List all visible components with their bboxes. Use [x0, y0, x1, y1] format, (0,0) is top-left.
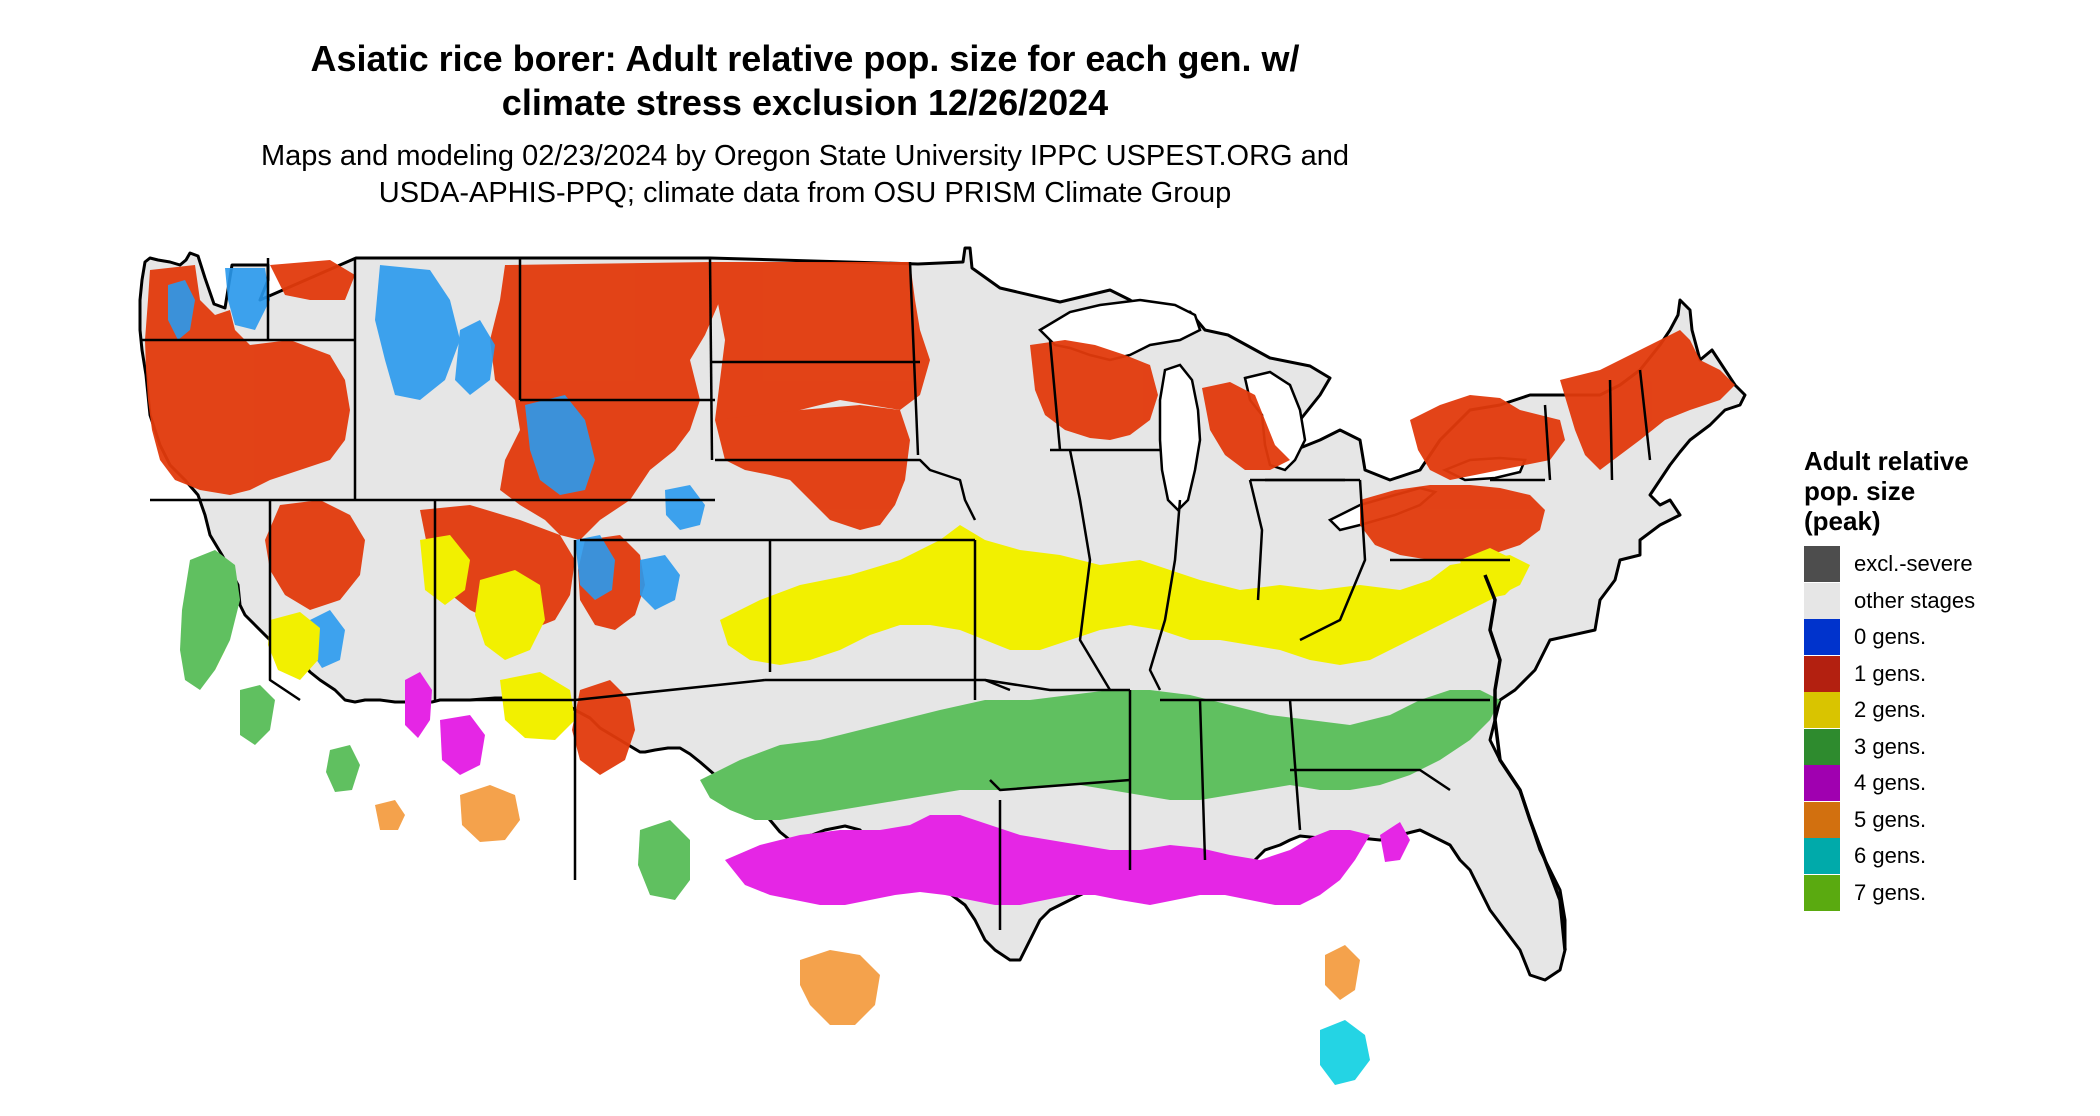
legend-item: 1 gens. — [1804, 655, 2064, 693]
legend-swatch — [1804, 692, 1840, 729]
legend-swatch — [1804, 765, 1840, 802]
map-subtitle-line-2: USDA-APHIS-PPQ; climate data from OSU PR… — [378, 177, 1232, 209]
region-5-gen — [375, 785, 1360, 1025]
region-6-gen — [1320, 1020, 1370, 1085]
legend-item: 5 gens. — [1804, 801, 2064, 839]
legend-title-line-3: (peak) — [1804, 506, 1881, 536]
legend-swatch — [1804, 838, 1840, 875]
region-4-gen — [405, 672, 1410, 905]
legend-items: excl.-severe other stages 0 gens. 1 gens. 2 … — [1804, 546, 2064, 911]
legend-label: 0 gens. — [1854, 624, 1927, 650]
legend-label: 7 gens. — [1854, 879, 1927, 905]
legend-label: 1 gens. — [1854, 660, 1927, 686]
great-lake-michigan — [1158, 363, 1202, 512]
legend-item: excl.-severe — [1804, 546, 2064, 583]
region-3-gen — [180, 550, 1500, 900]
legend-label: 2 gens. — [1854, 697, 1927, 723]
legend-swatch — [1804, 801, 1840, 838]
state-borders — [140, 257, 1652, 930]
legend-item: 6 gens. — [1804, 838, 2064, 875]
legend-swatch — [1804, 874, 1840, 911]
legend-swatch — [1804, 619, 1840, 656]
coastline — [1483, 574, 1567, 951]
legend-title: Adult relative pop. size (peak) — [1804, 446, 2024, 536]
legend-item: 7 gens. — [1804, 874, 2064, 912]
legend-item: 2 gens. — [1804, 692, 2064, 729]
legend-swatch — [1804, 655, 1840, 692]
legend-swatch — [1804, 546, 1840, 583]
legend-swatch — [1804, 582, 1840, 619]
legend-title-line-2: pop. size — [1804, 476, 1916, 506]
map-title-line-1: Asiatic rice borer: Adult relative pop. … — [310, 38, 1300, 79]
legend-label: excl.-severe — [1854, 551, 1973, 577]
region-2-gen — [195, 525, 1530, 740]
region-0-gen — [168, 265, 705, 668]
legend-swatch — [1804, 728, 1840, 765]
map-title-line-2: climate stress exclusion 12/26/2024 — [501, 82, 1109, 123]
map-legend: Adult relative pop. size (peak) excl.-se… — [1804, 446, 2064, 911]
legend-label: 6 gens. — [1854, 843, 1927, 869]
legend-item: 3 gens. — [1804, 728, 2064, 766]
legend-title-line-1: Adult relative — [1804, 446, 1969, 476]
legend-label: 4 gens. — [1854, 770, 1927, 796]
legend-label: other stages — [1854, 587, 1976, 613]
map-subtitle-line-1: Maps and modeling 02/23/2024 by Oregon S… — [260, 140, 1350, 172]
legend-item: 0 gens. — [1804, 619, 2064, 656]
legend-item: other stages — [1804, 582, 2064, 620]
legend-item: 4 gens. — [1804, 765, 2064, 802]
legend-label: 5 gens. — [1854, 806, 1927, 832]
legend-label: 3 gens. — [1854, 733, 1927, 759]
